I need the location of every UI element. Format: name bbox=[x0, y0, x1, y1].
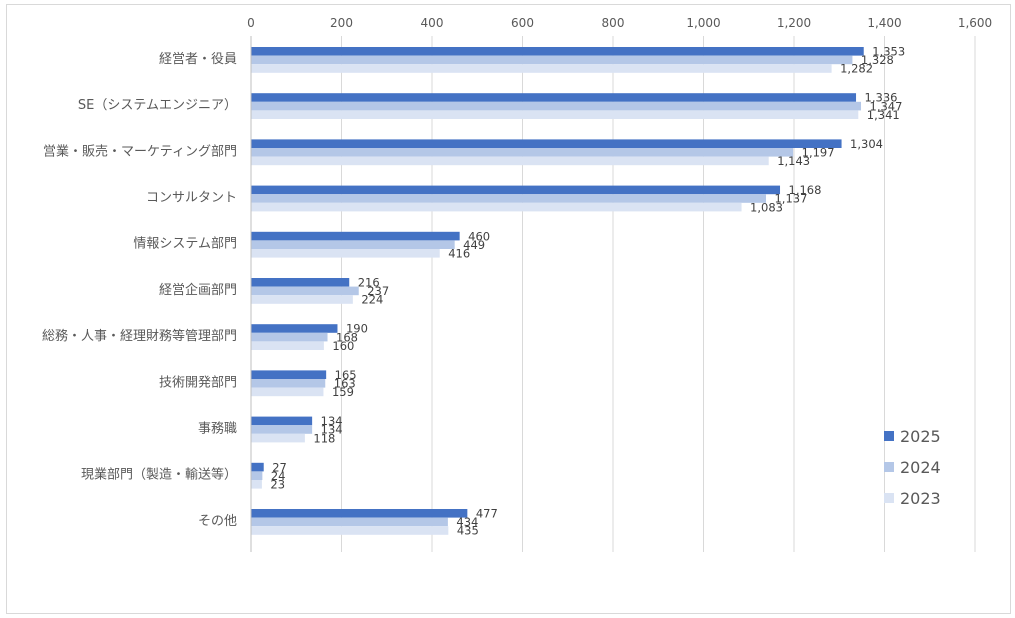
bar-2023 bbox=[251, 480, 262, 489]
data-label-2023: 1,341 bbox=[867, 108, 900, 122]
data-label-2024: 24 bbox=[271, 469, 286, 483]
data-label-2023: 118 bbox=[313, 431, 335, 445]
data-label-2025: 165 bbox=[335, 368, 357, 382]
data-label-2024: 449 bbox=[463, 238, 485, 252]
bar-2024 bbox=[251, 55, 853, 65]
category-label: 経営企画部門 bbox=[159, 282, 237, 298]
category-label: 技術開発部門 bbox=[159, 375, 237, 390]
bar-2023 bbox=[251, 387, 324, 397]
x-tick-label: 800 bbox=[602, 16, 625, 30]
x-tick-label: 400 bbox=[421, 16, 444, 30]
legend-label-2023: 2023 bbox=[900, 489, 941, 508]
bar-2023 bbox=[251, 64, 832, 73]
bar-2023 bbox=[251, 295, 353, 304]
bar-2023 bbox=[251, 110, 859, 119]
bar-2025 bbox=[251, 416, 313, 426]
bar-2023 bbox=[251, 433, 305, 443]
bar-2025 bbox=[251, 324, 338, 333]
bars bbox=[251, 47, 864, 535]
bar-2023 bbox=[251, 341, 324, 350]
data-label-2025: 1,336 bbox=[865, 91, 898, 105]
category-label: 現業部門（製造・輸送等） bbox=[81, 467, 237, 483]
category-label: 総務・人事・経理財務等管理部門 bbox=[42, 328, 237, 344]
bar-2025 bbox=[251, 185, 781, 195]
bar-2024 bbox=[251, 240, 455, 249]
legend-swatch-2024 bbox=[884, 462, 894, 472]
data-label-2024: 1,328 bbox=[861, 53, 894, 67]
x-tick-label: 1,600 bbox=[958, 16, 992, 30]
x-tick-label: 1,200 bbox=[777, 16, 811, 30]
legend-label-2024: 2024 bbox=[900, 458, 941, 477]
category-label: 営業・販売・マーケティング部門 bbox=[43, 143, 237, 159]
category-label: その他 bbox=[198, 514, 237, 529]
gridlines bbox=[250, 36, 976, 552]
bar-2024 bbox=[251, 471, 263, 480]
bar-2025 bbox=[251, 278, 350, 287]
bar-2024 bbox=[251, 101, 862, 111]
legend-swatch-2025 bbox=[884, 431, 894, 441]
bar-2024 bbox=[251, 379, 326, 388]
category-labels: 経営者・役員 SE（システムエンジニア） 営業・販売・マーケティング部門コンサルタン… bbox=[42, 52, 237, 529]
data-label-2024: 168 bbox=[336, 330, 358, 344]
category-label: 経営者・役員 bbox=[159, 52, 237, 67]
data-label-2025: 1,353 bbox=[872, 45, 905, 59]
bar-2025 bbox=[251, 93, 857, 102]
bar-2024 bbox=[251, 148, 794, 157]
bar-2025 bbox=[251, 139, 842, 148]
legend: 2025 2024 2023 bbox=[884, 427, 941, 508]
bar-2023 bbox=[251, 156, 769, 166]
bar-2024 bbox=[251, 517, 448, 527]
data-label-2024: 434 bbox=[456, 515, 478, 529]
data-label-2025: 477 bbox=[476, 507, 498, 521]
data-label-2023: 159 bbox=[332, 385, 354, 399]
bar-2023 bbox=[251, 526, 449, 535]
bar-2024 bbox=[251, 286, 359, 296]
data-label-2023: 416 bbox=[448, 247, 470, 261]
category-label: SE（システムエンジニア） bbox=[78, 98, 237, 113]
data-label-2025: 1,168 bbox=[789, 183, 822, 197]
legend-label-2025: 2025 bbox=[900, 427, 941, 446]
x-axis-ticks: 0 200 400 600 800 1,000 1,200 1,400 1,600 bbox=[247, 16, 992, 30]
bar-2025 bbox=[251, 47, 864, 56]
data-label-2024: 1,197 bbox=[802, 146, 835, 160]
data-label-2024: 134 bbox=[321, 423, 343, 437]
category-label: 情報システム部門 bbox=[133, 237, 237, 252]
bar-2025 bbox=[251, 370, 327, 379]
category-label: コンサルタント bbox=[146, 191, 237, 206]
data-label-2025: 216 bbox=[358, 276, 380, 290]
data-label-2025: 190 bbox=[346, 322, 368, 336]
bar-2024 bbox=[251, 332, 328, 342]
data-label-2025: 27 bbox=[272, 460, 287, 474]
data-label-2024: 237 bbox=[367, 284, 389, 298]
bar-2025 bbox=[251, 462, 264, 472]
data-label-2023: 224 bbox=[361, 293, 383, 307]
data-label-2024: 1,347 bbox=[870, 99, 903, 113]
category-label: 事務職 bbox=[198, 422, 237, 437]
bar-2025 bbox=[251, 509, 468, 518]
x-tick-label: 200 bbox=[330, 16, 353, 30]
bar-2023 bbox=[251, 249, 440, 258]
data-label-2025: 1,304 bbox=[850, 137, 883, 151]
data-label-2025: 134 bbox=[321, 414, 343, 428]
data-label-2025: 460 bbox=[468, 229, 490, 243]
x-tick-label: 1,400 bbox=[867, 16, 901, 30]
data-label-2023: 23 bbox=[270, 478, 285, 492]
bar-2024 bbox=[251, 194, 766, 203]
data-label-2024: 1,137 bbox=[774, 192, 807, 206]
bar-2024 bbox=[251, 425, 313, 434]
data-label-2023: 160 bbox=[332, 339, 354, 353]
x-tick-label: 600 bbox=[511, 16, 534, 30]
data-label-2023: 1,282 bbox=[840, 62, 873, 76]
data-label-2023: 1,143 bbox=[777, 154, 810, 168]
legend-swatch-2023 bbox=[884, 493, 894, 503]
bar-2025 bbox=[251, 231, 460, 241]
x-tick-label: 0 bbox=[247, 16, 255, 30]
data-label-2023: 435 bbox=[457, 524, 479, 538]
x-tick-label: 1,000 bbox=[686, 16, 720, 30]
bar-2023 bbox=[251, 202, 742, 212]
data-label-2024: 163 bbox=[334, 377, 356, 391]
data-label-2023: 1,083 bbox=[750, 200, 783, 214]
